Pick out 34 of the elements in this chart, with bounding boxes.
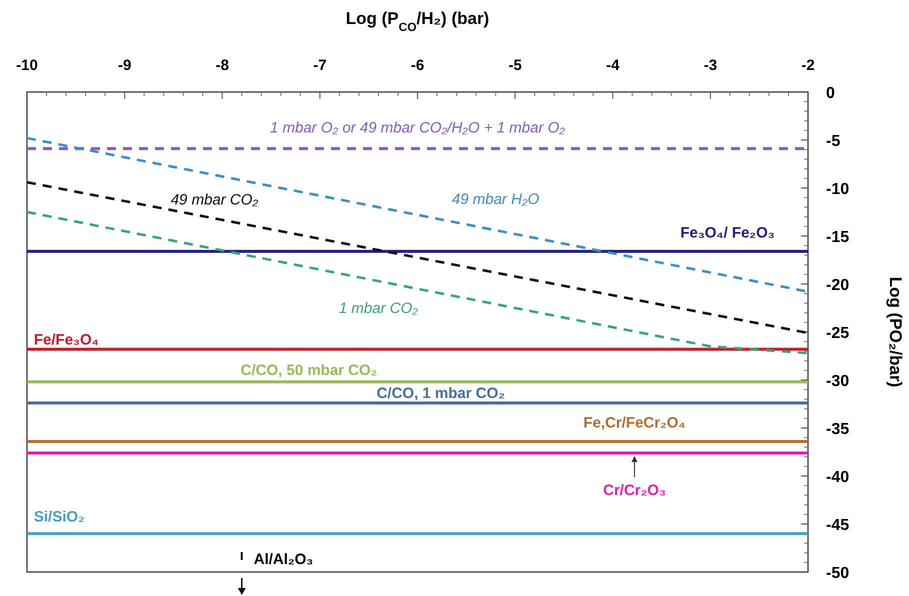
y-tick-label: -25 bbox=[826, 325, 850, 342]
x-tick-label: -3 bbox=[704, 57, 718, 74]
annotation: Al/Al₂O₃ bbox=[254, 551, 314, 568]
ref-line-label: Cr/Cr₂O₃ bbox=[603, 482, 666, 499]
y-tick-label: -45 bbox=[826, 517, 850, 534]
series-label: 49 mbar CO₂ bbox=[170, 191, 258, 208]
y-tick-label: -5 bbox=[826, 133, 840, 150]
x-tick-label: -5 bbox=[508, 57, 522, 74]
series-label: 49 mbar H₂O bbox=[452, 191, 540, 208]
x-tick-label: -9 bbox=[118, 57, 132, 74]
y-tick-label: -15 bbox=[826, 229, 850, 246]
x-tick-label: -6 bbox=[410, 57, 424, 74]
y-tick-label: -40 bbox=[826, 469, 850, 486]
y-tick-label: 0 bbox=[826, 85, 835, 102]
ref-line-label: Fe₃O₄/ Fe₂O₃ bbox=[680, 224, 775, 242]
y-axis-title: Log (PO₂/bar) bbox=[886, 276, 905, 388]
ref-line-label: C/CO, 50 mbar CO₂ bbox=[240, 362, 378, 379]
y-tick-label: -20 bbox=[826, 277, 850, 294]
x-tick-label: -8 bbox=[216, 57, 229, 74]
y-tick-label: -50 bbox=[826, 565, 850, 582]
ref-line-label: Si/SiO₂ bbox=[34, 508, 85, 526]
series-label: 1 mbar CO₂ bbox=[338, 300, 418, 318]
y-tick-label: -30 bbox=[826, 373, 850, 390]
x-axis-title: Log (P$_{CO}$/H₂) (bar) bbox=[346, 9, 490, 34]
x-tick-label: -2 bbox=[801, 57, 815, 74]
ref-line-label: Fe/Fe₃O₄ bbox=[34, 331, 99, 348]
y-tick-label: -10 bbox=[826, 181, 850, 198]
x-tick-label: -10 bbox=[16, 57, 38, 74]
x-tick-label: -7 bbox=[313, 57, 327, 74]
ref-line-label: 1 mbar O₂ or 49 mbar CO₂/H₂O + 1 mbar O₂ bbox=[270, 120, 566, 137]
ref-line-label: Fe,Cr/FeCr₂O₄ bbox=[583, 414, 686, 432]
y-tick-label: -35 bbox=[826, 421, 850, 438]
ref-line-label: C/CO, 1 mbar CO₂ bbox=[376, 385, 505, 402]
x-tick-label: -4 bbox=[606, 57, 620, 74]
